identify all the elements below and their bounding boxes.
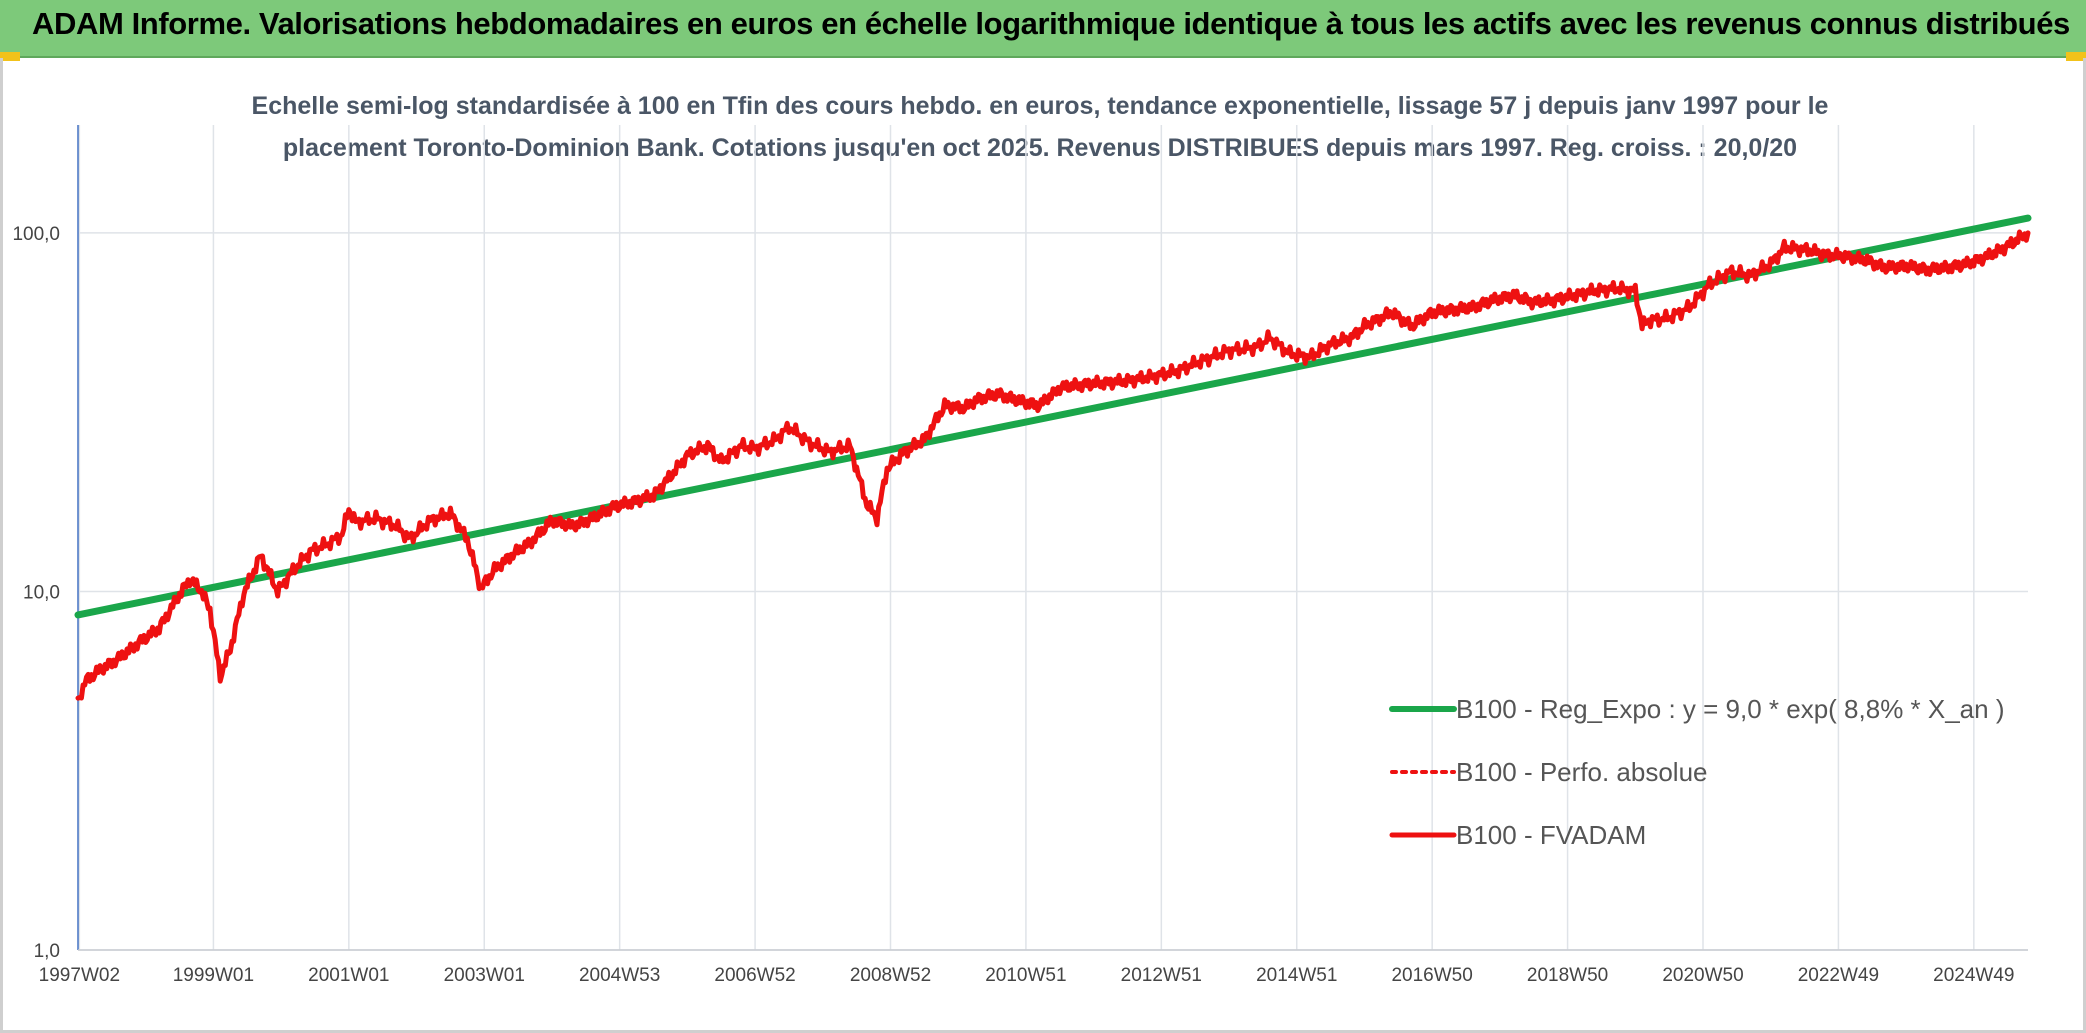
legend-label: B100 - Reg_Expo : y = 9,0 * exp( 8,8% * … [1456,694,2005,724]
x-tick-label: 2003W01 [444,965,525,986]
x-tick-label: 2020W50 [1662,965,1743,986]
title-banner: ADAM Informe. Valorisations hebdomadaire… [0,0,2086,58]
grid [78,125,2028,951]
chart-frame [0,58,2086,1033]
x-tick-label: 2008W52 [850,965,931,986]
fvadam-line [75,229,2031,701]
chart-subtitle-line1: Echelle semi-log standardisée à 100 en T… [251,92,1829,120]
legend: B100 - Reg_Expo : y = 9,0 * exp( 8,8% * … [1389,694,2005,850]
x-tick-label: 2016W50 [1391,965,1472,986]
x-tick-label: 1997W02 [39,965,120,986]
x-tick-label: 2018W50 [1527,965,1608,986]
x-tick-label: 2012W51 [1121,965,1202,986]
x-tick-label: 2004W53 [579,965,660,986]
x-tick-label: 2014W51 [1256,965,1337,986]
series [74,214,2032,701]
x-tick-label: 2001W01 [308,965,389,986]
y-tick-label: 100,0 [12,224,60,245]
chart-subtitle: Echelle semi-log standardisée à 100 en T… [150,85,1930,169]
report-title: ADAM Informe. Valorisations hebdomadaire… [32,6,2070,41]
corner-marker-right [2066,52,2086,61]
axes: 1997W02 1999W01 2001W01 2003W01 2004W53 2006W… [12,125,2028,986]
y-tick-label: 1,0 [34,941,60,962]
regression-line [74,214,2032,619]
x-tick-label: 2006W52 [714,965,795,986]
legend-label: B100 - Perfo. absolue [1456,757,1708,787]
legend-label: B100 - FVADAM [1456,820,1646,850]
x-tick-label: 2010W51 [985,965,1066,986]
x-tick-label: 1999W01 [173,965,254,986]
chart-subtitle-line2: placement Toronto-Dominion Bank. Cotatio… [282,134,1798,162]
corner-marker-left [0,52,20,61]
y-tick-label: 10,0 [23,582,60,603]
x-tick-label: 2022W49 [1798,965,1879,986]
x-tick-label: 2024W49 [1933,965,2014,986]
